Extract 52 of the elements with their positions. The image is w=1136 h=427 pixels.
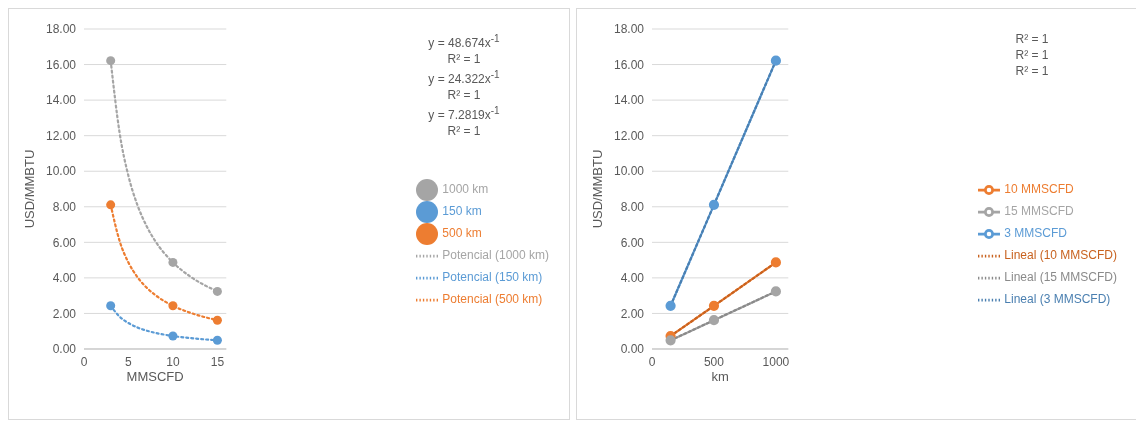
text: y = 24.322x$^{-1}$ <box>427 68 501 87</box>
legend-label: Potencial (150 km) <box>442 270 543 285</box>
legend-label: Lineal (3 MMSCFD) <box>1004 292 1111 307</box>
legend-label: Lineal (15 MMSCFD) <box>1004 270 1117 285</box>
text: R² = 1 <box>1014 31 1050 47</box>
legend-label: 3 MMSCFD <box>1004 226 1067 241</box>
y-tick-label: 18.00 <box>613 22 645 37</box>
y-tick-label: 12.00 <box>45 128 77 143</box>
y-tick-label: 2.00 <box>620 306 645 321</box>
y-tick-label: 4.00 <box>620 271 645 286</box>
y-tick-label: 6.00 <box>620 235 645 250</box>
legend-label: 150 km <box>442 204 482 219</box>
x-tick-label: 500 <box>703 354 725 369</box>
x-tick-label: 0 <box>648 354 656 369</box>
text: R² = 1 <box>1014 47 1050 63</box>
x-tick-label: 15 <box>210 354 225 369</box>
y-tick-label: 0.00 <box>52 342 77 357</box>
y-tick-label: 12.00 <box>613 128 645 143</box>
text: y = 7.2819x$^{-1}$ <box>427 104 501 123</box>
text: R² = 1 <box>446 123 482 139</box>
x-tick-label: 10 <box>166 354 180 369</box>
y-tick-label: 8.00 <box>52 200 77 215</box>
y-tick-label: 16.00 <box>613 57 645 72</box>
legend-label: Potencial (500 km) <box>442 292 543 307</box>
x-tick-label: 1000 <box>762 354 790 369</box>
y-tick-label: 10.00 <box>613 164 645 179</box>
y-tick-label: 10.00 <box>45 164 77 179</box>
y-tick-label: 2.00 <box>52 306 77 321</box>
legend-label: Lineal (10 MMSCFD) <box>1004 248 1117 263</box>
y-tick-label: 6.00 <box>52 235 77 250</box>
x-axis-title: MMSCFD <box>126 369 184 384</box>
y-axis-title: USD/MMBTU <box>589 149 605 229</box>
y-tick-label: 14.00 <box>45 93 77 108</box>
y-tick-label: 8.00 <box>620 200 645 215</box>
legend-label: Potencial (1000 km) <box>442 248 549 263</box>
y-tick-label: 18.00 <box>45 22 77 37</box>
x-tick-label: 5 <box>125 354 133 369</box>
text: R² = 1 <box>1014 63 1050 79</box>
x-tick-label: 0 <box>80 354 88 369</box>
legend-label: 500 km <box>442 226 482 241</box>
y-tick-label: 14.00 <box>613 93 645 108</box>
y-tick-label: 0.00 <box>620 342 645 357</box>
text: y = 48.674x$^{-1}$ <box>427 32 501 51</box>
legend-label: 15 MMSCFD <box>1004 204 1074 219</box>
y-tick-label: 16.00 <box>45 57 77 72</box>
legend-label: 10 MMSCFD <box>1004 182 1074 197</box>
text: R² = 1 <box>446 51 482 67</box>
legend-label: 1000 km <box>442 182 489 197</box>
x-axis-title: km <box>711 369 729 384</box>
y-tick-label: 4.00 <box>52 271 77 286</box>
y-axis-title: USD/MMBTU <box>21 149 37 229</box>
text: R² = 1 <box>446 87 482 103</box>
